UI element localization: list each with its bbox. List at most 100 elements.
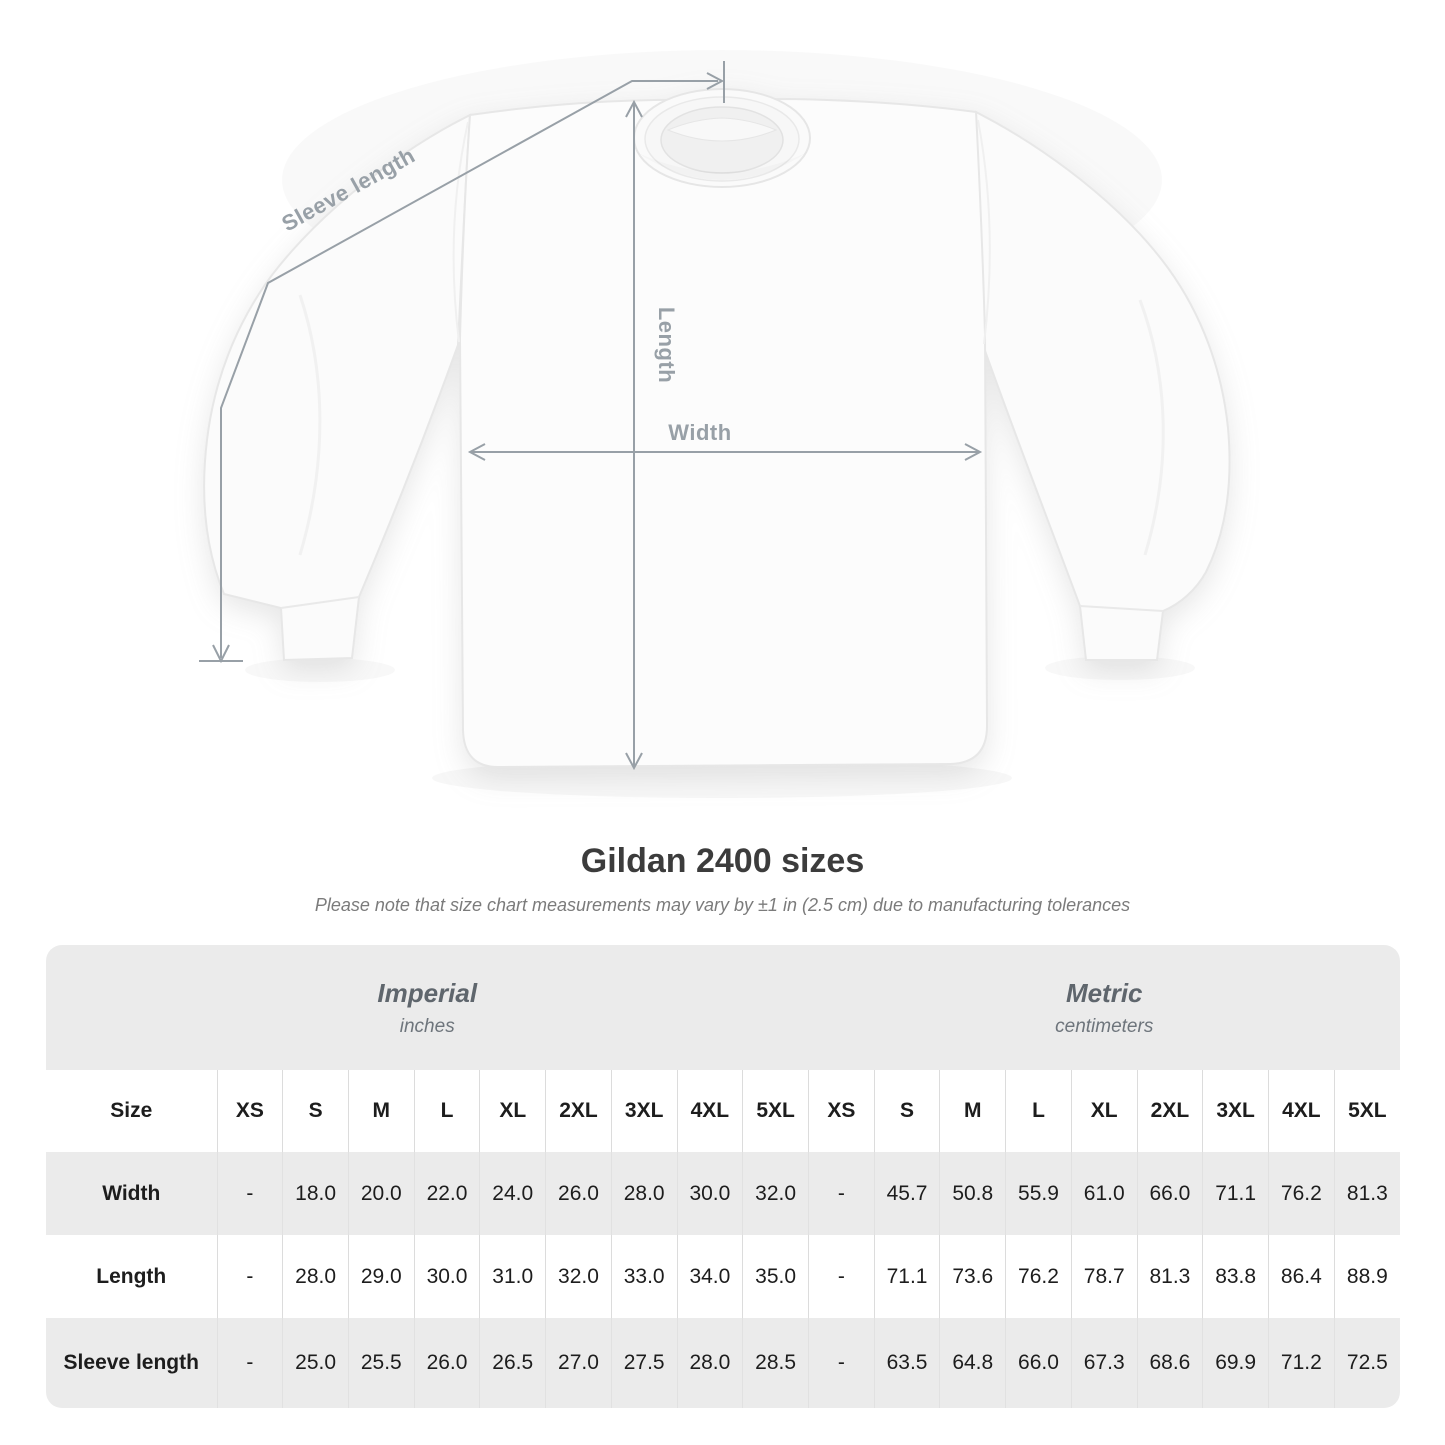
- sleeve-length-row: Sleeve length - 25.0 25.5 26.0 26.5 27.0…: [46, 1318, 1400, 1408]
- metric-size-col-header: 4XL: [1268, 1070, 1335, 1152]
- length-down-arrowhead: [625, 752, 643, 771]
- width-left-arrowhead: [467, 443, 486, 461]
- value-cell: 71.2: [1268, 1318, 1335, 1408]
- shirt-left-sleeve: [203, 113, 472, 662]
- value-cell: 27.0: [545, 1318, 612, 1408]
- metric-group-header: Metric centimeters: [808, 945, 1400, 1070]
- value-cell: 88.9: [1333, 1235, 1400, 1318]
- metric-size-col-header: XL: [1070, 1070, 1138, 1152]
- imperial-group-header: Imperial inches: [46, 945, 808, 1070]
- width-right-arrowhead: [964, 443, 983, 461]
- length-row: Length - 28.0 29.0 30.0 31.0 32.0 33.0 3…: [46, 1235, 1400, 1318]
- row-label: Sleeve length: [63, 1351, 199, 1374]
- right-sleeve-fold: [1138, 299, 1165, 556]
- imperial-size-col-header: XS: [216, 1070, 283, 1152]
- width-label: Width: [668, 420, 731, 445]
- value-cell: 30.0: [676, 1152, 743, 1235]
- row-label: Length: [96, 1264, 167, 1288]
- value-cell: 32.0: [742, 1152, 809, 1235]
- value-cell: 63.5: [873, 1318, 940, 1408]
- size-header-label: Size: [110, 1099, 153, 1122]
- imperial-size-col-header: 4XL: [676, 1070, 743, 1152]
- row-label: Width: [102, 1181, 161, 1205]
- value-cell: 68.6: [1136, 1318, 1203, 1408]
- left-cuff-seam: [280, 596, 360, 609]
- value-cell: 31.0: [479, 1235, 546, 1318]
- sleeve-length-measure-line: [220, 80, 718, 658]
- page-title: Gildan 2400 sizes: [580, 842, 865, 880]
- value-cell: 26.0: [545, 1152, 612, 1235]
- shirt-measurement-diagram: Sleeve length Length Width: [199, 61, 1231, 771]
- size-chart-table: Imperial inches Metric centimeters Size …: [46, 945, 1400, 1408]
- imperial-size-col-header: S: [282, 1070, 349, 1152]
- value-cell: 34.0: [676, 1235, 743, 1318]
- value-cell: -: [807, 1318, 875, 1408]
- imperial-unit: inches: [399, 1015, 455, 1037]
- value-cell: 81.3: [1333, 1152, 1400, 1235]
- value-cell: 28.0: [610, 1152, 678, 1235]
- value-cell: 69.9: [1202, 1318, 1269, 1408]
- value-cell: 26.0: [413, 1318, 480, 1408]
- left-sleeve-fold: [298, 294, 322, 556]
- metric-size-col-header: XS: [807, 1070, 875, 1152]
- value-cell: 28.5: [742, 1318, 809, 1408]
- metric-size-col-header: L: [1005, 1070, 1072, 1152]
- length-label: Length: [654, 307, 679, 383]
- value-cell: 28.0: [676, 1318, 743, 1408]
- value-cell: 76.2: [1005, 1235, 1072, 1318]
- value-cell: -: [807, 1235, 875, 1318]
- value-cell: 76.2: [1268, 1152, 1335, 1235]
- value-cell: 27.5: [610, 1318, 678, 1408]
- metric-unit: centimeters: [1055, 1015, 1154, 1037]
- metric-size-col-header: 5XL: [1333, 1070, 1400, 1152]
- imperial-size-col-header: 5XL: [742, 1070, 809, 1152]
- imperial-size-col-header: XL: [479, 1070, 546, 1152]
- value-cell: 35.0: [742, 1235, 809, 1318]
- value-cell: -: [216, 1235, 283, 1318]
- value-cell: 45.7: [873, 1152, 940, 1235]
- value-cell: 71.1: [873, 1235, 940, 1318]
- value-cell: 18.0: [282, 1152, 349, 1235]
- value-cell: 29.0: [347, 1235, 415, 1318]
- value-cell: 28.0: [282, 1235, 349, 1318]
- metric-size-col-header: 2XL: [1136, 1070, 1203, 1152]
- value-cell: 71.1: [1202, 1152, 1269, 1235]
- value-cell: 78.7: [1070, 1235, 1138, 1318]
- left-armhole-seam: [452, 121, 469, 343]
- value-cell: 73.6: [939, 1235, 1006, 1318]
- length-up-arrowhead: [625, 99, 643, 118]
- value-cell: 22.0: [413, 1152, 480, 1235]
- value-cell: 25.5: [347, 1318, 415, 1408]
- size-header-row: Size XS S M L XL 2XL 3XL 4XL 5XL XS S M …: [46, 1070, 1400, 1152]
- value-cell: 66.0: [1005, 1318, 1072, 1408]
- right-armhole-seam: [977, 119, 991, 345]
- metric-size-col-header: S: [873, 1070, 940, 1152]
- value-cell: 30.0: [413, 1235, 480, 1318]
- imperial-size-col-header: 3XL: [610, 1070, 678, 1152]
- value-cell: 86.4: [1268, 1235, 1335, 1318]
- shirt-body: [458, 97, 989, 769]
- sleeve-length-down-arrowhead: [212, 644, 230, 664]
- value-cell: 61.0: [1070, 1152, 1138, 1235]
- page-subtitle: Please note that size chart measurements…: [314, 895, 1131, 915]
- value-cell: 66.0: [1136, 1152, 1203, 1235]
- value-cell: 24.0: [479, 1152, 546, 1235]
- value-cell: 55.9: [1005, 1152, 1072, 1235]
- metric-size-col-header: M: [939, 1070, 1006, 1152]
- right-cuff-seam: [1079, 605, 1164, 612]
- unit-header-row: Imperial inches Metric centimeters: [46, 945, 1400, 1070]
- imperial-title: Imperial: [377, 977, 478, 1008]
- width-row: Width - 18.0 20.0 22.0 24.0 26.0 28.0 30…: [46, 1152, 1400, 1235]
- value-cell: 20.0: [347, 1152, 415, 1235]
- value-cell: -: [807, 1152, 875, 1235]
- collar-back-inside: [666, 117, 778, 142]
- value-cell: 32.0: [545, 1235, 612, 1318]
- value-cell: 26.5: [479, 1318, 546, 1408]
- value-cell: 81.3: [1136, 1235, 1203, 1318]
- imperial-size-col-header: M: [347, 1070, 415, 1152]
- metric-title: Metric: [1065, 977, 1143, 1008]
- value-cell: 64.8: [939, 1318, 1006, 1408]
- shirt: [203, 88, 1231, 769]
- value-cell: -: [216, 1152, 283, 1235]
